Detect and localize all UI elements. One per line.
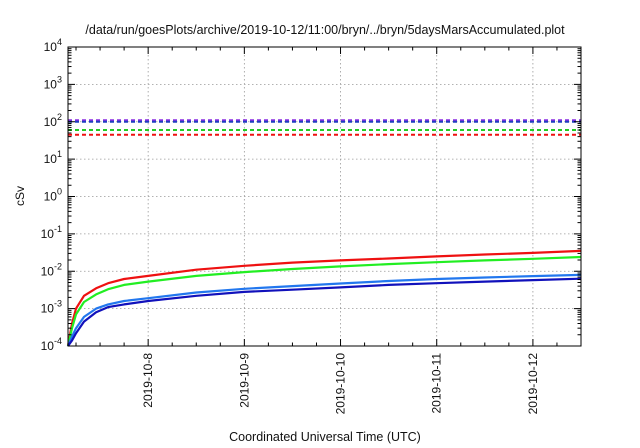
series-lines xyxy=(66,249,582,347)
chart-title: /data/run/goesPlots/archive/2019-10-12/1… xyxy=(85,23,565,37)
x-tick-label: 2019-10-10 xyxy=(334,353,348,415)
series-line xyxy=(66,249,582,347)
x-axis-label: Coordinated Universal Time (UTC) xyxy=(229,430,421,444)
y-tick-label: 10-4 xyxy=(41,336,62,353)
y-axis-label: cSv xyxy=(13,186,27,206)
x-tick-label: 2019-10-9 xyxy=(237,353,251,408)
series-line xyxy=(66,255,582,347)
x-tick-label: 2019-10-11 xyxy=(430,353,444,414)
x-axis-ticks: 2019-10-8 2019-10-9 2019-10-10 2019-10-11 20… xyxy=(75,47,582,415)
threshold-lines xyxy=(68,119,581,136)
y-tick-label: 10-1 xyxy=(41,224,62,241)
series-line xyxy=(67,277,582,347)
x-tick-label: 2019-10-8 xyxy=(141,353,155,408)
y-tick-label: 10-3 xyxy=(41,299,62,316)
y-axis-ticks: 104 103 102 101 100 10-1 10-2 10-3 10-4 xyxy=(41,37,581,353)
y-tick-label: 10-2 xyxy=(41,261,62,278)
y-tick-label: 104 xyxy=(44,37,62,54)
grid xyxy=(68,47,581,346)
series-line xyxy=(66,273,582,347)
y-tick-label: 101 xyxy=(44,149,62,166)
y-tick-label: 100 xyxy=(44,187,62,204)
y-tick-label: 103 xyxy=(44,74,62,91)
x-tick-label: 2019-10-12 xyxy=(526,353,540,415)
y-tick-label: 102 xyxy=(44,112,62,129)
